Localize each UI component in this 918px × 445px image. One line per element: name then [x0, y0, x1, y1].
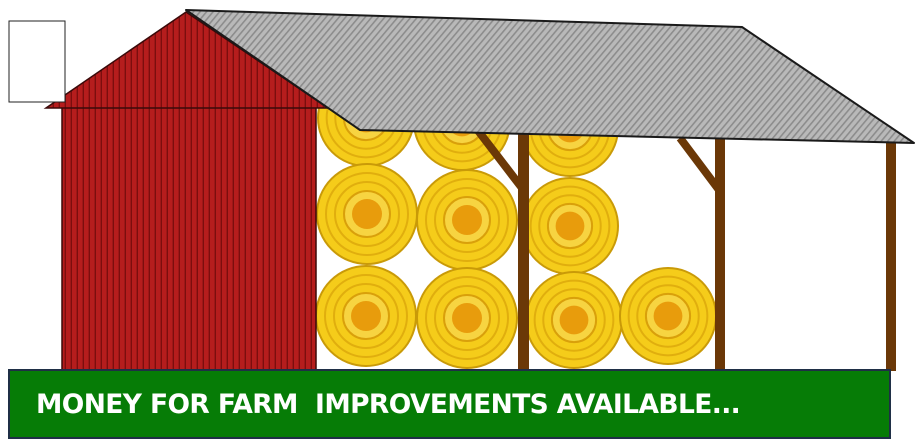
banner-text: MONEY FOR FARM IMPROVEMENTS AVAILABLE...: [36, 388, 741, 420]
outlined-box: [8, 20, 66, 103]
hay-bale: [521, 177, 619, 275]
shed-roof: [185, 9, 915, 144]
brace-middle: [676, 135, 723, 193]
post-right: [886, 140, 896, 371]
hay-bale: [315, 265, 417, 367]
brace-left: [472, 125, 526, 191]
announcement-banner: MONEY FOR FARM IMPROVEMENTS AVAILABLE...: [8, 369, 891, 439]
barn-wall: [61, 105, 317, 372]
hay-bale: [619, 267, 717, 365]
hay-bale: [416, 267, 518, 369]
hay-bale: [416, 169, 518, 271]
post-middle: [715, 130, 725, 371]
hay-bale: [316, 163, 418, 265]
post-left: [518, 118, 529, 371]
hay-bale: [525, 271, 623, 369]
red-barn: [43, 11, 331, 372]
shed-posts: [472, 118, 896, 371]
